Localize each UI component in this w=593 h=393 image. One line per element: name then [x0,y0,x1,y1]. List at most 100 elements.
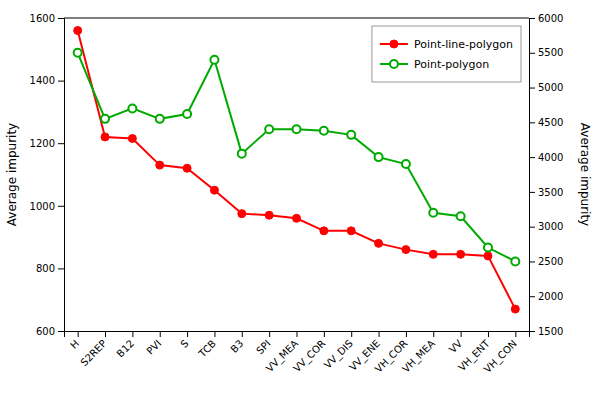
tick-label: 5000 [538,82,563,93]
tick-mark [515,331,516,337]
tick-label: 1200 [30,138,55,149]
tick: VV [447,331,465,355]
tick: H [68,331,81,351]
series [74,27,520,314]
tick: 5500 [529,47,563,58]
tick-mark [433,331,434,337]
frame-line [64,18,529,19]
tick-label: SPI [254,338,273,357]
tick-label: VV_COR [291,338,328,375]
tick-mark [324,331,325,337]
axis-title: Average impurity [5,123,19,226]
point [347,131,355,139]
tick-label: PVI [144,338,163,357]
tick-label: TCB [196,338,218,360]
tick-label: 6000 [538,13,563,24]
tick: PVI [144,331,163,357]
tick: 2000 [529,291,563,302]
tick-mark [297,331,298,337]
tick-mark [351,331,352,337]
tick-mark [529,122,535,123]
tick-label: 600 [36,326,55,337]
tick: 3000 [529,221,563,232]
tick-label: H [68,338,81,351]
legend-box [372,26,521,82]
tick-label: 5500 [538,47,563,58]
point [402,246,410,254]
tick: B3 [228,331,245,355]
legend: Point-line-polygon Point-polygon [372,26,521,82]
axis-line [58,19,65,332]
tick: TCB [196,331,218,360]
marks [74,27,520,314]
tick-label: 1000 [30,201,55,212]
tick-label: 4500 [538,117,563,128]
tick-mark [132,331,133,337]
tick: 800 [36,263,64,274]
tick-label: 1600 [30,13,55,24]
point [511,257,519,265]
tick: 600 [36,326,64,337]
tick: 1500 [529,326,563,337]
tick-label: 3000 [538,221,563,232]
tick-mark [379,331,380,337]
point [238,150,246,158]
tick-label: B3 [228,338,245,355]
tick-mark [529,192,535,193]
tick: SPI [254,331,273,356]
tick: VH_MEA [400,331,438,375]
x-axis: HS2REPB12PVISTCBB3SPIVV_MEAVV_CORVV_DISV… [65,331,530,376]
tick-label: VV [447,338,465,356]
tick-mark [406,331,407,337]
point [183,110,191,118]
tick-label: 4000 [538,152,563,163]
point [375,153,383,161]
point [293,125,301,133]
point [484,244,492,252]
tick: S [178,331,190,350]
tick-label: B12 [114,338,136,360]
point [156,115,164,123]
tick: 6000 [529,13,563,24]
legend-label: Point-line-polygon [414,38,513,51]
point [402,160,410,168]
point [457,212,465,220]
point [238,210,246,218]
point [265,211,273,219]
plot: HS2REPB12PVISTCBB3SPIVV_MEAVV_CORVV_DISV… [5,13,592,376]
tick: VV_COR [291,331,328,375]
point [210,56,218,64]
tick-mark [214,331,215,337]
legend-item: Point-line-polygon [380,38,513,51]
tick: 3500 [529,187,563,198]
point [320,227,328,235]
tick-mark [242,331,243,337]
point [429,209,437,217]
tick-mark [529,157,535,158]
tick-mark [58,331,64,332]
point [429,250,437,258]
tick-mark [529,331,535,332]
tick: 4500 [529,117,563,128]
point [293,214,301,222]
point [128,135,136,143]
point [128,104,136,112]
legend-label: Point-polygon [414,58,489,71]
y-axis: 6008001000120014001600 [30,13,65,337]
tick-mark [58,18,64,19]
tick-label: 2500 [538,256,563,267]
tick-mark [488,331,489,337]
tick-label: 2000 [538,291,563,302]
point [375,239,383,247]
tick: VH_CON [482,331,520,376]
tick-mark [105,331,106,337]
tick-mark [529,261,535,262]
tick: B12 [114,331,136,359]
tick: 1200 [30,138,64,149]
chart: HS2REPB12PVISTCBB3SPIVV_MEAVV_CORVV_DISV… [0,0,593,393]
tick-mark [529,227,535,228]
tick-mark [187,331,188,337]
point [511,305,519,313]
tick: S2REP [78,331,108,368]
tick-label: S2REP [78,338,108,368]
